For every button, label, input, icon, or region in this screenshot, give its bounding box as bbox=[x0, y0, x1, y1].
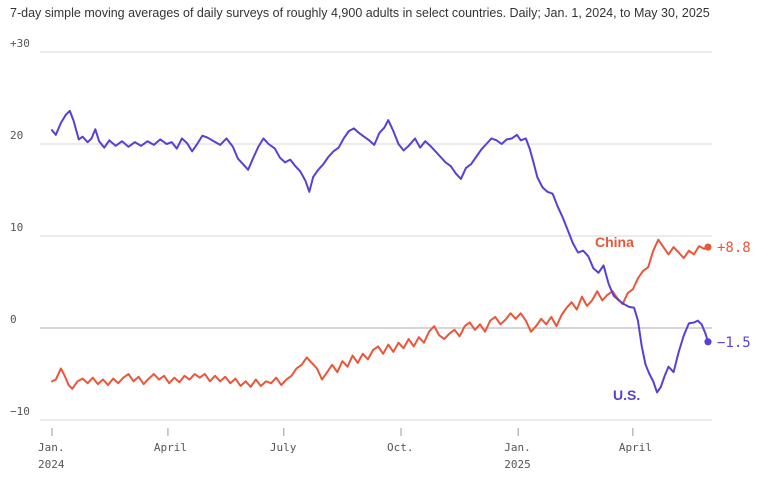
chart-subtitle: 7-day simple moving averages of daily su… bbox=[10, 6, 710, 20]
x-tick-label: April bbox=[619, 441, 652, 454]
series-labels: +8.8 −1.5 U.S. China bbox=[595, 234, 751, 403]
end-point-china bbox=[704, 243, 712, 251]
end-value-china: +8.8 bbox=[717, 240, 751, 256]
x-axis-ticks: Jan. 2024 April July Oct. Jan. 2025 April bbox=[38, 428, 652, 471]
series-line-china bbox=[51, 238, 709, 390]
x-tick-label: Jan. bbox=[38, 441, 65, 454]
x-tick-label: Oct. bbox=[387, 441, 414, 454]
series-label-u-s: U.S. bbox=[613, 387, 640, 403]
end-value-u-s: −1.5 bbox=[717, 335, 751, 351]
y-tick-label: 20 bbox=[10, 129, 23, 142]
y-tick-label: +30 bbox=[10, 37, 30, 50]
x-tick-label: April bbox=[154, 441, 187, 454]
y-tick-label: 10 bbox=[10, 221, 23, 234]
gridlines bbox=[40, 51, 712, 421]
series-label-china: China bbox=[595, 234, 634, 250]
y-tick-label: −10 bbox=[10, 405, 30, 418]
x-tick-label: July bbox=[270, 441, 297, 454]
y-axis-ticks: +30 20 10 0 −10 bbox=[10, 37, 30, 418]
x-tick-label: Jan. bbox=[504, 441, 531, 454]
x-tick-sublabel: 2025 bbox=[504, 458, 531, 471]
end-point-u-s bbox=[704, 338, 712, 346]
series-lines bbox=[51, 109, 712, 394]
series-line-u-s bbox=[51, 109, 709, 394]
x-tick-sublabel: 2024 bbox=[38, 458, 65, 471]
y-tick-label: 0 bbox=[10, 313, 17, 326]
